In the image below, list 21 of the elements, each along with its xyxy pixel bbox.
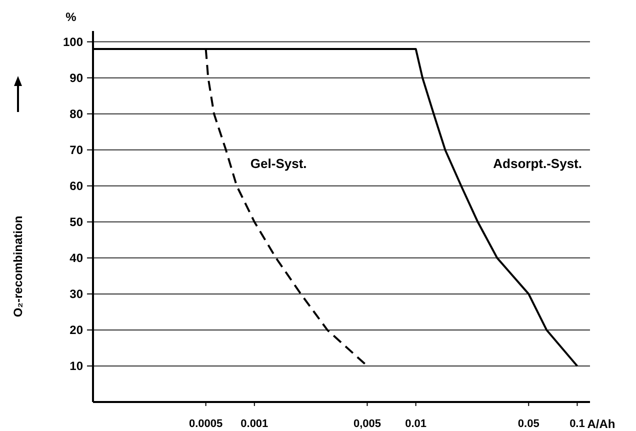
- x-tick-label: 0.01: [405, 418, 427, 430]
- y-axis-title: O₂-recombination: [11, 216, 25, 318]
- y-tick-label: 50: [70, 215, 84, 230]
- x-axis-title: A/Ah: [587, 417, 616, 431]
- x-tick-label: 0.001: [240, 418, 268, 430]
- y-tick-label: 80: [70, 107, 84, 122]
- y-tick-label: 100: [62, 35, 84, 50]
- y-tick-label: 30: [70, 287, 84, 302]
- x-tick-label: 0.1: [570, 418, 585, 430]
- y-tick-label: 40: [70, 251, 84, 266]
- x-tick-label: 0.05: [518, 418, 540, 430]
- y-tick-label: 90: [70, 71, 84, 86]
- x-tick-label: 0,005: [353, 418, 381, 430]
- y-tick-label: 70: [70, 143, 84, 158]
- y-tick-label: 10: [70, 359, 84, 374]
- text: %: [66, 10, 77, 24]
- text: Adsorpt.-Syst.: [493, 156, 582, 171]
- y-tick-label: 20: [70, 323, 84, 338]
- y-tick-label: 60: [70, 179, 84, 194]
- x-tick-label: 0.0005: [188, 418, 223, 430]
- series-label: Gel-Syst.: [250, 156, 307, 171]
